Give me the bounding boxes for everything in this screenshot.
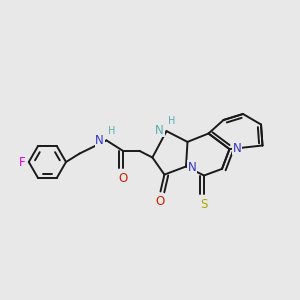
Text: O: O bbox=[156, 195, 165, 208]
Text: N: N bbox=[188, 161, 197, 174]
Text: H: H bbox=[168, 116, 176, 126]
Text: F: F bbox=[19, 155, 25, 169]
Text: N: N bbox=[95, 134, 104, 147]
Text: H: H bbox=[108, 126, 116, 136]
Text: O: O bbox=[118, 172, 127, 185]
Text: N: N bbox=[155, 124, 164, 137]
Text: N: N bbox=[232, 142, 241, 155]
Text: S: S bbox=[200, 198, 208, 211]
